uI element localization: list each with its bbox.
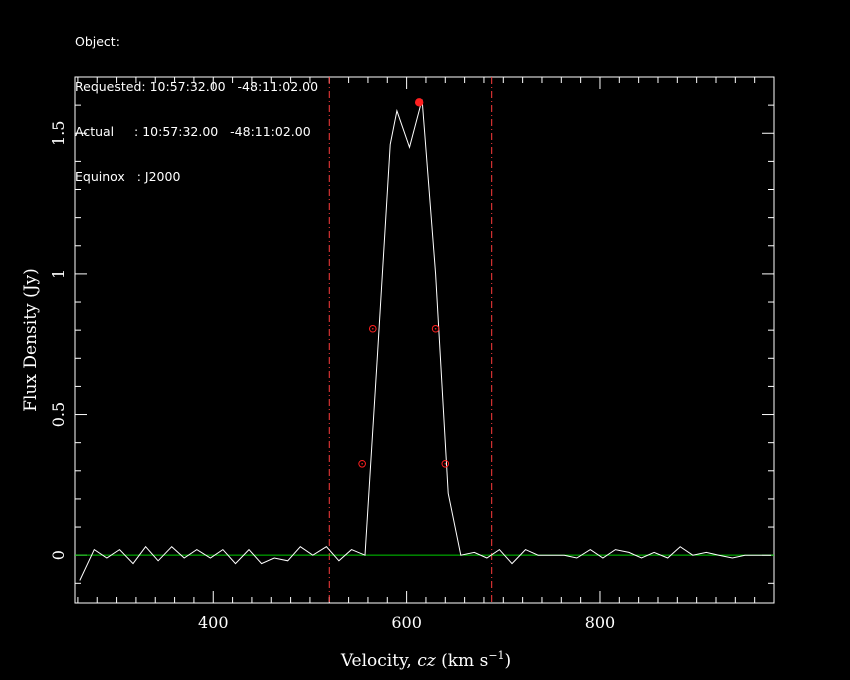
y-tick-label: 0.5 [49,402,68,427]
x-axis-title-units: (km s [436,651,489,671]
x-tick-label: 600 [391,613,422,632]
x-axis-title-sup: −1 [488,649,504,662]
peak-marker [414,98,424,107]
x-tick-label: 800 [585,613,616,632]
header-actual-line: Actual : 10:57:32.00 -48:11:02.00 [75,124,311,139]
plot-layer [75,77,774,603]
spectrum-line [79,99,772,581]
x-axis-title-italic: cz [417,651,437,671]
width-marker [368,324,377,333]
width-marker [358,459,366,468]
width-marker [441,459,450,468]
y-axis-title: Flux Density (Jy) [21,268,41,412]
header-equinox-line: Equinox : J2000 [75,169,181,184]
plot-frame [74,76,775,604]
width-marker [431,324,440,333]
x-tick-label: 400 [198,613,229,632]
header-object-line: Object: [75,34,120,49]
width-marker-dot [371,327,374,330]
x-axis-title-pre: Velocity, [340,651,417,671]
width-marker-dot [444,462,447,465]
width-marker-dot [361,462,363,465]
axis-ticks [75,76,775,603]
x-axis-title-close: ) [505,651,512,671]
axis-tick-labels: 400 600 800 0 0.5 1 1.5 [49,121,615,632]
header-requested-line: Requested: 10:57:32.00 -48:11:02.00 [75,79,319,94]
y-tick-label: 1 [49,269,68,279]
x-axis-title: Velocity, cz (km s−1) [340,649,511,671]
header-info: Object: Requested: 10:57:32.00 -48:11:02… [75,4,318,199]
y-tick-label: 0 [49,550,68,560]
y-tick-label: 1.5 [49,121,68,146]
width-marker-dot [434,327,437,330]
